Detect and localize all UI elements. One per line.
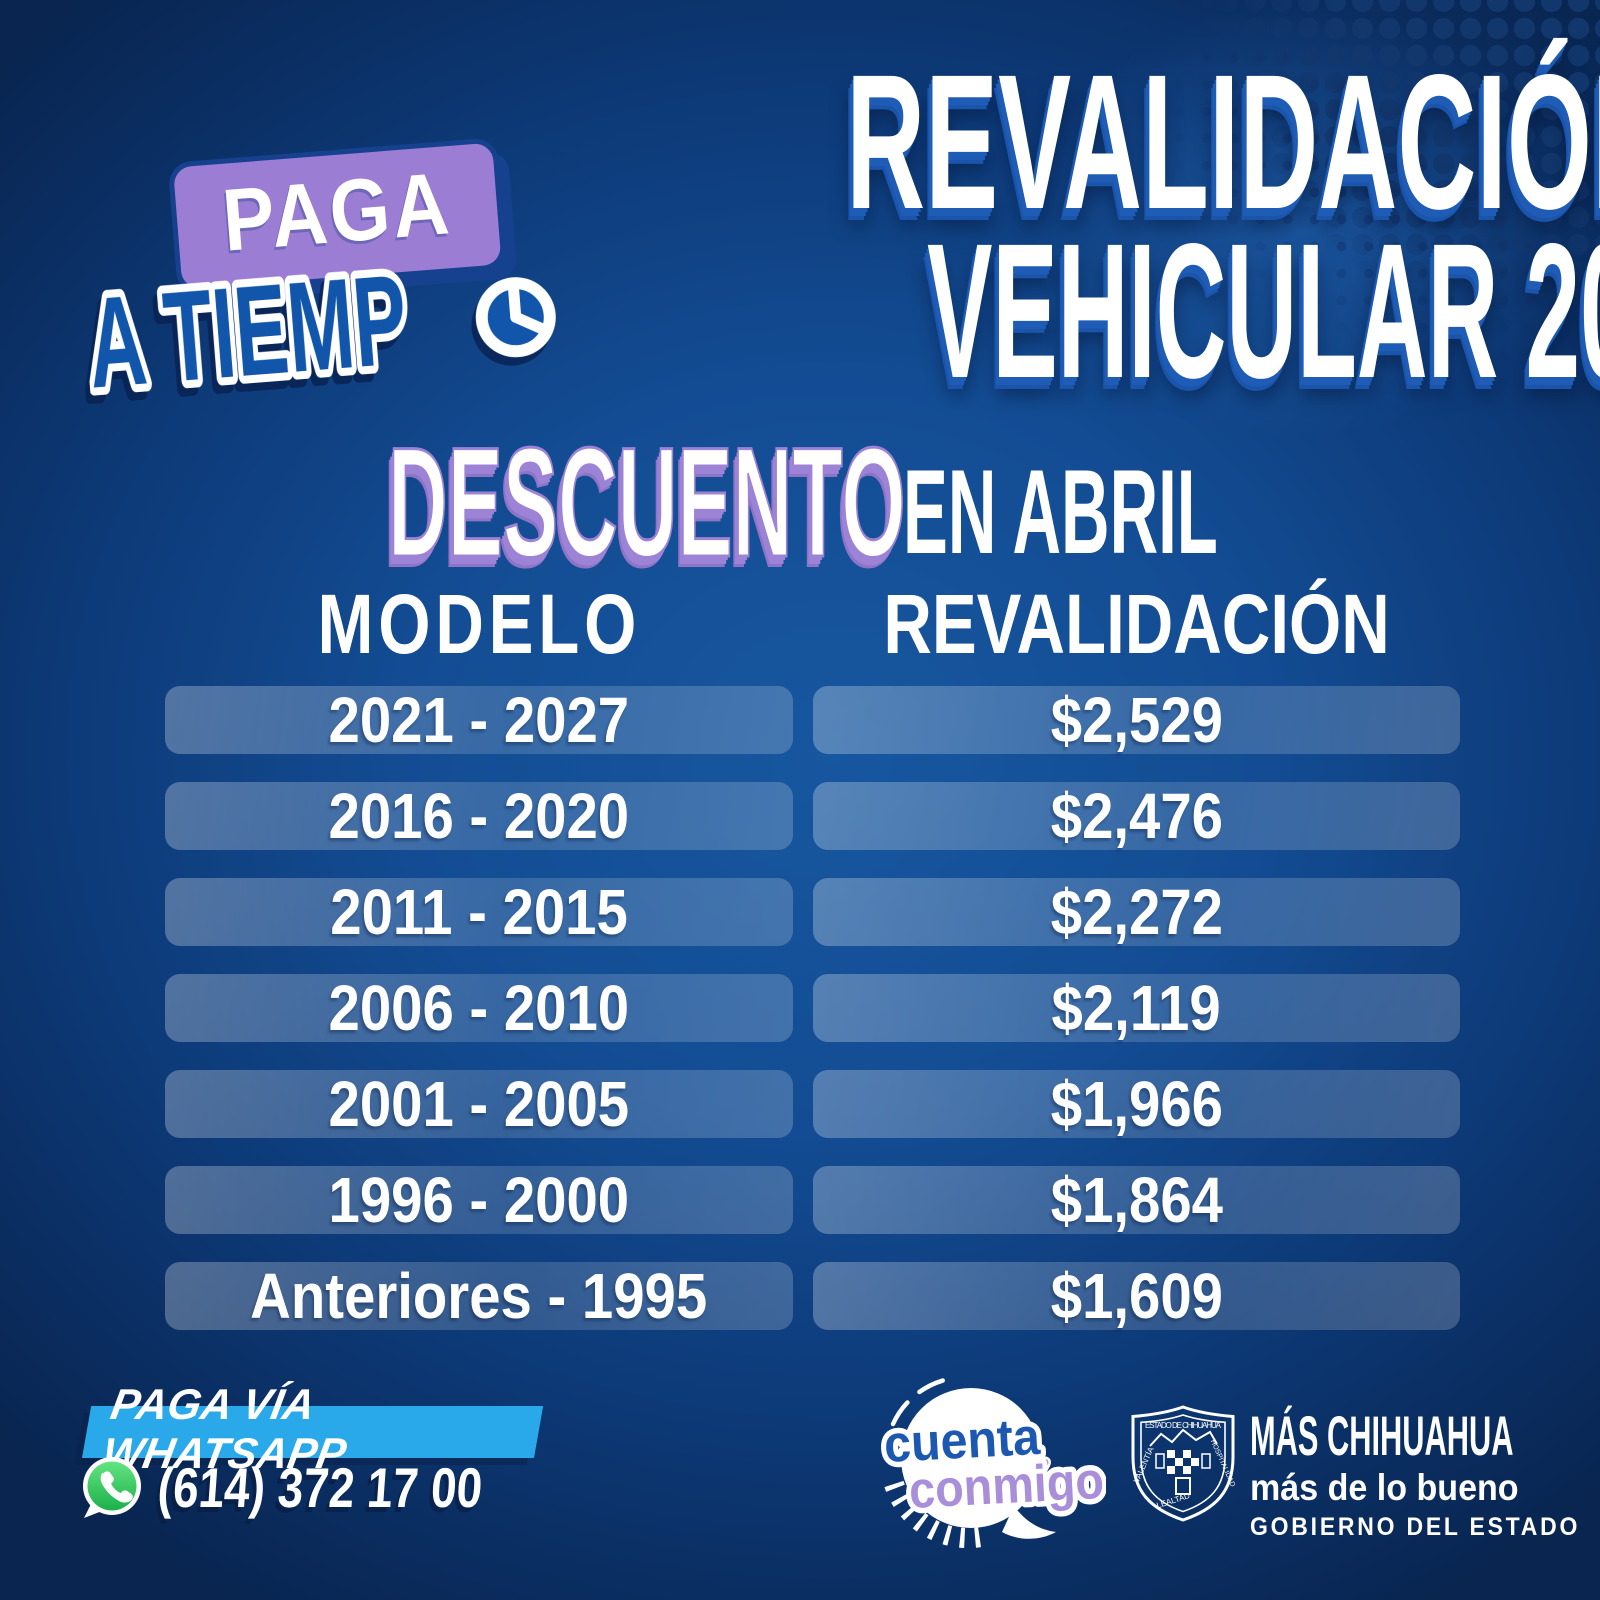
cuenta-conmigo-logo: cuenta ♥ conmigo (877, 1375, 1106, 1548)
whatsapp-icon (83, 1457, 141, 1518)
table-row: Anteriores - 1995 $1,609 (165, 1260, 1460, 1332)
chihuahua-shield-icon: ESTADO DE CHIHUAHUA VALENTÍA LEALTAD HOS… (1131, 1405, 1236, 1522)
paga-a-tiempo-badge: PAGA A TIEMP (79, 128, 689, 422)
dashed-arc (890, 1375, 957, 1427)
speech-bubble (901, 1388, 1041, 1528)
table-row: 2021 - 2027 $2,529 (165, 684, 1460, 756)
column-header-revalidacion: REVALIDACIÓN (883, 577, 1390, 671)
phone-row: (614) 372 17 00 (80, 1456, 553, 1520)
fees-table: 2021 - 2027 $2,529 2016 - 2020 $2,476 20… (165, 684, 1460, 1358)
a-tiempo-wordmark: A TIEMP (79, 241, 556, 422)
title-line-2: VEHICULAR 2026 (927, 202, 1600, 418)
cell-modelo: 1996 - 2000 (165, 1164, 794, 1236)
page-title: REVALIDACIÓN VEHICULAR 2026 (535, 34, 1600, 418)
table-row: 2016 - 2020 $2,476 (165, 780, 1460, 852)
column-header-modelo: MODELO (317, 577, 641, 671)
whatsapp-banner: PAGA VÍA WHATSAPP (82, 1381, 544, 1478)
cell-modelo: Anteriores - 1995 (165, 1260, 794, 1332)
descuento-text: DESCUENTO (387, 416, 906, 590)
table-header-row: MODELO REVALIDACIÓN (165, 576, 1460, 673)
table-row: 2011 - 2015 $2,272 (165, 876, 1460, 948)
cell-modelo: 2011 - 2015 (165, 876, 794, 948)
title-line-1: REVALIDACIÓN (846, 34, 1600, 249)
cell-modelo: 2021 - 2027 (165, 684, 794, 756)
table-row: 1996 - 2000 $1,864 (165, 1164, 1460, 1236)
gov-tagline-text: más de lo bueno (1250, 1467, 1519, 1508)
speech-bubble-tail (1002, 1506, 1056, 1539)
a-tiempo-text: A TIEMP (83, 248, 412, 416)
table-row: 2001 - 2005 $1,966 (165, 1068, 1460, 1140)
shield-top-text: ESTADO DE CHIHUAHUA (1145, 1421, 1222, 1430)
cell-valor: $1,864 (813, 1164, 1460, 1236)
conmigo-text: conmigo (908, 1452, 1106, 1520)
clock-icon (475, 277, 556, 358)
gov-brand-text: MÁS CHIHUAHUA (1250, 1404, 1514, 1467)
gov-entity-text: GOBIERNO DEL ESTADO (1250, 1513, 1581, 1541)
cell-modelo: 2006 - 2010 (165, 972, 794, 1044)
government-wordmark: MÁS CHIHUAHUA más de lo bueno GOBIERNO D… (1250, 1404, 1577, 1540)
cell-modelo: 2001 - 2005 (165, 1068, 794, 1140)
halftone-dots-icon (1052, 0, 1600, 458)
cell-valor: $1,609 (813, 1260, 1460, 1332)
cell-valor: $2,529 (813, 684, 1460, 756)
cell-valor: $2,119 (813, 972, 1460, 1044)
cuenta-text: cuenta (883, 1407, 1043, 1473)
table-row: 2006 - 2010 $2,119 (165, 972, 1460, 1044)
en-abril-text: EN ABRIL (903, 445, 1218, 579)
shield-checkerboard (1167, 1450, 1199, 1474)
cell-valor: $2,272 (813, 876, 1460, 948)
cell-modelo: 2016 - 2020 (165, 780, 794, 852)
cell-valor: $1,966 (813, 1068, 1460, 1140)
phone-number: (614) 372 17 00 (155, 1456, 485, 1519)
subtitle-rest: EN ABRIL (903, 452, 1465, 572)
subtitle-highlight: DESCUENTO (387, 416, 1365, 590)
cell-valor: $2,476 (813, 780, 1460, 852)
